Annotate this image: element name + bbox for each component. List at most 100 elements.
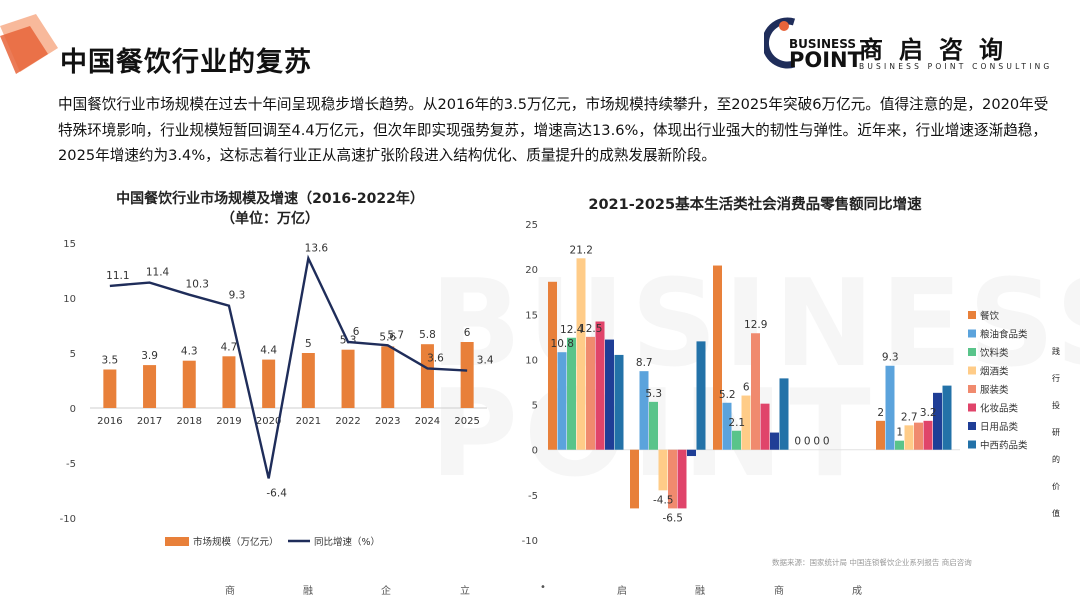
bar-value-label: 5.3 [645, 388, 662, 400]
y-tick-label: 15 [525, 310, 538, 321]
legend-label: 中西药品类 [980, 440, 1028, 452]
bar-烟酒类 [741, 395, 751, 450]
bar-market-size [262, 359, 276, 408]
x-tick-label: 2021 [296, 416, 321, 427]
x-tick-label: 2022 [335, 416, 360, 427]
bar-value-label: 9.3 [882, 352, 899, 364]
footer-char: • [540, 582, 546, 593]
bar-market-size [143, 365, 157, 408]
bar-value-label: 12.9 [744, 319, 767, 331]
page-title: 中国餐饮行业的复苏 [60, 47, 312, 78]
footer-char: 立 [460, 586, 470, 597]
bar-化妆品类 [595, 321, 605, 450]
bar-market-size [222, 356, 236, 408]
side-slogan-char: 研 [1052, 428, 1060, 437]
corner-decoration [0, 14, 58, 74]
footer-char: 商 [774, 586, 784, 597]
y-tick-label: 0 [532, 446, 538, 457]
legend-swatch [968, 385, 976, 393]
x-tick-label: 2018 [177, 416, 202, 427]
legend-label: 日用品类 [980, 421, 1019, 433]
y-tick-label: -5 [528, 491, 538, 502]
footer-char: 商 [225, 586, 235, 597]
legend-swatch [968, 329, 976, 338]
legend-label: 餐饮 [980, 310, 1000, 322]
bar-market-size [103, 369, 117, 408]
bar-中西药品类 [942, 385, 952, 450]
bar-value-label: 5.6 [379, 331, 396, 343]
line-value-label: 9.3 [229, 290, 246, 302]
bar-粮油食品类 [557, 352, 567, 450]
bar-value-label: 5.8 [419, 329, 436, 341]
chart2-title: 2021-2025基本生活类社会消费品零售额同比增速 [588, 197, 922, 213]
bar-饮料类 [732, 430, 741, 450]
x-tick-label: 2023 [375, 416, 400, 427]
side-slogan-char: 投 [1052, 401, 1060, 410]
chart-retail-growth: 2520151050-5-1010.812.421.212.58.75.3-4.… [522, 220, 1028, 547]
bar-中西药品类 [696, 341, 706, 450]
bar-market-size [460, 342, 474, 408]
side-slogan-char: 行 [1052, 374, 1060, 383]
x-tick-label: 2024 [415, 416, 440, 427]
line-value-label: 3.6 [427, 352, 444, 364]
bar-value-label: 8.7 [636, 357, 653, 369]
bar-market-size [420, 344, 434, 408]
y-tick-label: 0 [70, 404, 76, 415]
legend-label: 服装类 [980, 384, 1009, 396]
bar-日用品类 [933, 392, 942, 450]
y-tick-label: -10 [60, 514, 76, 525]
line-growth-rate [109, 254, 468, 479]
bar-餐饮 [713, 265, 722, 450]
bar-market-size [381, 346, 395, 408]
line-value-label: -6.4 [266, 487, 287, 499]
footer-char: 融 [695, 586, 705, 597]
side-slogan-char: 值 [1052, 509, 1060, 518]
legend-label: 粮油食品类 [980, 329, 1028, 341]
side-slogan-char: 践 [1052, 347, 1060, 356]
bar-value-label: 4.7 [221, 341, 238, 353]
bar-value-label: 2.7 [901, 411, 918, 423]
bar-value-label: 2 [877, 407, 884, 419]
bar-value-label: 10.8 [551, 338, 574, 350]
logo-chinese-name: 商启咨询 [859, 36, 1019, 64]
bar-日用品类 [770, 432, 779, 450]
legend-swatch [968, 403, 976, 412]
data-source: 数据来源：国家统计局 中国连锁餐饮企业系列报告 商启咨询 [772, 558, 972, 567]
legend-label-line: 同比增速（%） [314, 536, 380, 548]
legend-swatch [968, 440, 976, 449]
y-tick-label: 20 [525, 265, 538, 276]
bar-粮油食品类 [722, 402, 732, 450]
legend-swatch [968, 422, 976, 430]
bar-value-label: 3.5 [101, 355, 118, 367]
y-tick-label: 10 [525, 355, 538, 366]
bar-value-label: 0 [823, 436, 830, 448]
bar-服装类 [668, 449, 677, 509]
line-value-label: 11.4 [146, 267, 170, 279]
bar-餐饮 [548, 281, 557, 450]
bar-value-label: 12.4 [560, 324, 584, 336]
logo-text-business: BUSINESS [789, 37, 856, 51]
bar-服装类 [751, 333, 760, 450]
bar-value-label: 4.3 [181, 346, 198, 358]
bar-value-label: 0 [804, 436, 811, 448]
bar-value-label: 6 [743, 382, 750, 394]
bar-中西药品类 [614, 354, 624, 450]
bar-日用品类 [605, 339, 614, 450]
bar-饮料类 [895, 440, 904, 450]
y-tick-label: 10 [63, 294, 76, 305]
bar-value-label: 6 [464, 327, 471, 339]
legend-label: 饮料类 [980, 347, 1009, 359]
intro-paragraph: 中国餐饮行业市场规模在过去十年间呈现稳步增长趋势。从2016年的3.5万亿元，市… [58, 96, 1049, 164]
company-logo: BUSINESS POINT 商启咨询 BUSINESS POINT CONSU… [764, 10, 1064, 74]
footer-char: 成 [852, 586, 862, 597]
bar-餐饮 [876, 420, 885, 450]
bar-粮油食品类 [639, 371, 649, 450]
bar-value-label: 1 [896, 427, 903, 439]
bar-value-label: 0 [813, 436, 820, 448]
line-value-label: 3.4 [477, 355, 494, 367]
legend-label: 烟酒类 [980, 366, 1009, 378]
bar-value-label: 2.1 [728, 417, 745, 429]
bar-market-size [301, 353, 315, 408]
x-tick-label: 2019 [216, 416, 241, 427]
